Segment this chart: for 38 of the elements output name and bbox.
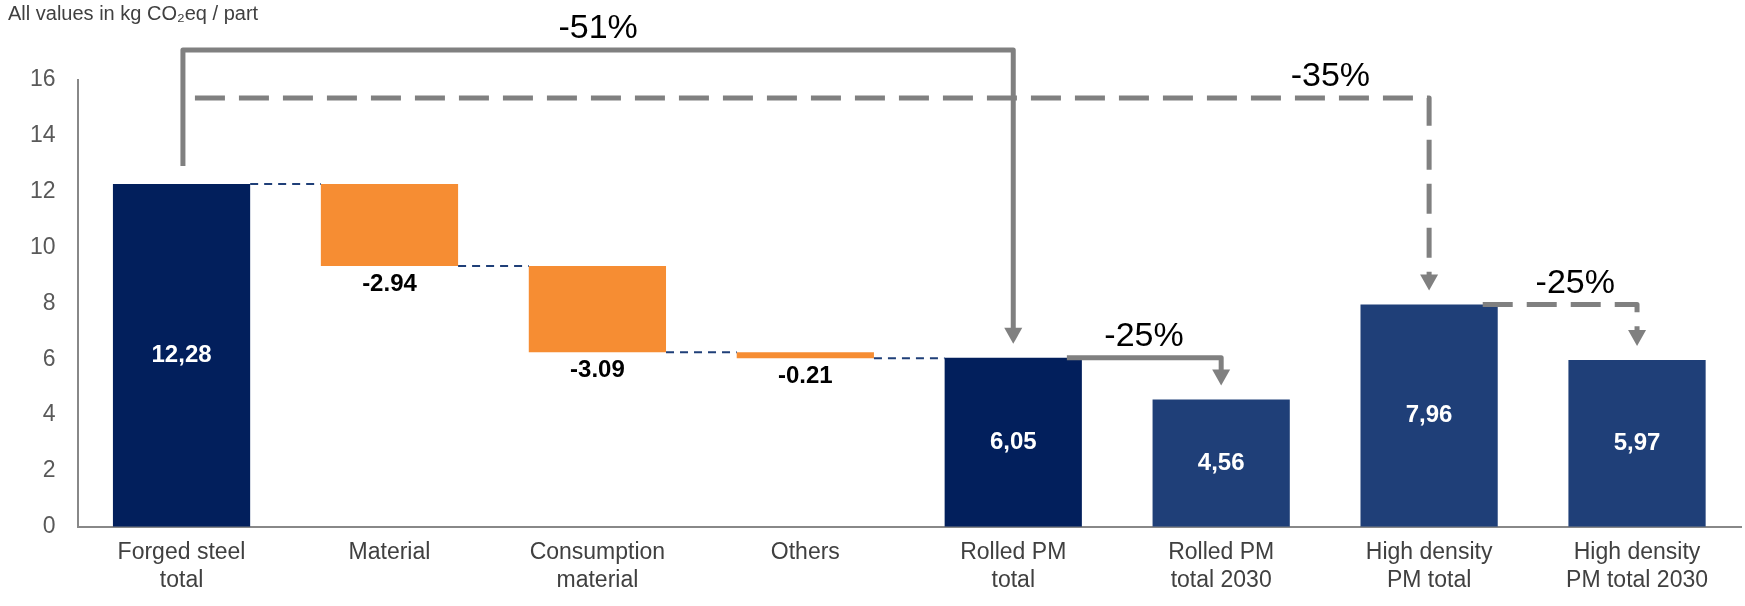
bar <box>1568 360 1706 527</box>
data-label: 6,05 <box>989 426 1037 454</box>
x-tick-label: Rolled PM total <box>960 537 1067 592</box>
chart-subtitle: All values in kg CO₂eq / part <box>8 1 259 24</box>
x-tick-label: Forged steel total <box>117 537 246 592</box>
annotation: -35% <box>1290 55 1371 94</box>
bar <box>1152 399 1290 527</box>
bar <box>1360 304 1498 527</box>
bar <box>944 357 1082 527</box>
data-label: 12,28 <box>151 339 212 367</box>
bar <box>736 352 874 359</box>
y-tick-label: 16 <box>29 65 56 92</box>
y-tick-label: 6 <box>42 344 56 371</box>
bar <box>112 183 251 527</box>
data-label: -3.09 <box>570 354 625 382</box>
x-tick-label: Material <box>348 537 431 564</box>
annotation: -25% <box>1104 315 1184 354</box>
x-tick-label: High density PM total 2030 <box>1566 537 1708 592</box>
y-tick-label: 8 <box>42 288 56 315</box>
data-label: 7,96 <box>1405 400 1453 428</box>
bar <box>528 265 667 353</box>
data-label: 4,56 <box>1197 447 1245 475</box>
y-tick-label: 0 <box>42 512 56 539</box>
x-tick-label: High density PM total <box>1365 537 1493 592</box>
annotation: -25% <box>1535 261 1615 300</box>
y-tick-label: 4 <box>42 400 56 427</box>
x-tick-label: Others <box>770 537 840 564</box>
bar <box>320 183 459 266</box>
y-tick-label: 14 <box>29 121 56 148</box>
y-tick-label: 2 <box>42 456 56 483</box>
x-tick-label: Consumption material <box>529 537 666 592</box>
y-tick-label: 12 <box>29 177 56 204</box>
data-label: -0.21 <box>777 360 833 388</box>
data-label: 5,97 <box>1613 428 1661 456</box>
text: -51% <box>558 7 638 46</box>
x-tick-label: Rolled PM total 2030 <box>1168 537 1275 592</box>
data-label: -2.94 <box>362 268 418 296</box>
y-tick-label: 10 <box>29 232 56 259</box>
